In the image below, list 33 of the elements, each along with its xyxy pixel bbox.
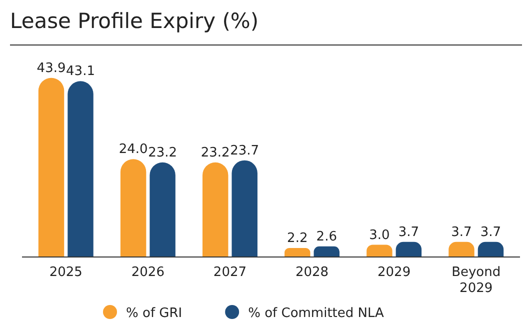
data-label: 3.7	[480, 224, 502, 240]
bar	[396, 242, 422, 257]
chart-title: Lease Profile Expiry (%)	[10, 9, 259, 33]
data-label: 43.1	[66, 64, 95, 80]
bar	[38, 78, 64, 257]
bar	[448, 242, 474, 257]
bar	[150, 162, 176, 257]
x-tick-label: 2025	[49, 265, 82, 280]
data-label: 2.6	[316, 229, 337, 244]
x-tick-label: 2029	[378, 265, 411, 280]
bar	[232, 160, 258, 257]
bar	[314, 246, 340, 257]
bar	[284, 248, 310, 257]
data-label: 24.0	[118, 142, 148, 158]
bar	[202, 162, 228, 257]
x-tick-label: 2026	[131, 265, 164, 280]
bar	[120, 159, 146, 257]
bar	[478, 242, 504, 257]
x-tick-label: 2027	[213, 265, 247, 280]
data-label: 23.2	[200, 145, 230, 160]
data-label: 23.2	[148, 145, 178, 160]
legend-label: % of Committed NLA	[248, 306, 384, 321]
data-label: 3.7	[451, 224, 472, 240]
legend-label: % of GRI	[126, 306, 182, 321]
bar	[68, 81, 94, 257]
x-tick-label: 2028	[295, 265, 329, 280]
bar	[366, 244, 392, 257]
data-label: 3.0	[369, 228, 390, 243]
data-label: 3.7	[398, 224, 420, 240]
data-label: 43.9	[36, 60, 66, 76]
data-label: 23.7	[230, 143, 260, 158]
x-tick-label: Beyond 2029	[452, 265, 501, 296]
data-label: 2.2	[287, 231, 308, 246]
